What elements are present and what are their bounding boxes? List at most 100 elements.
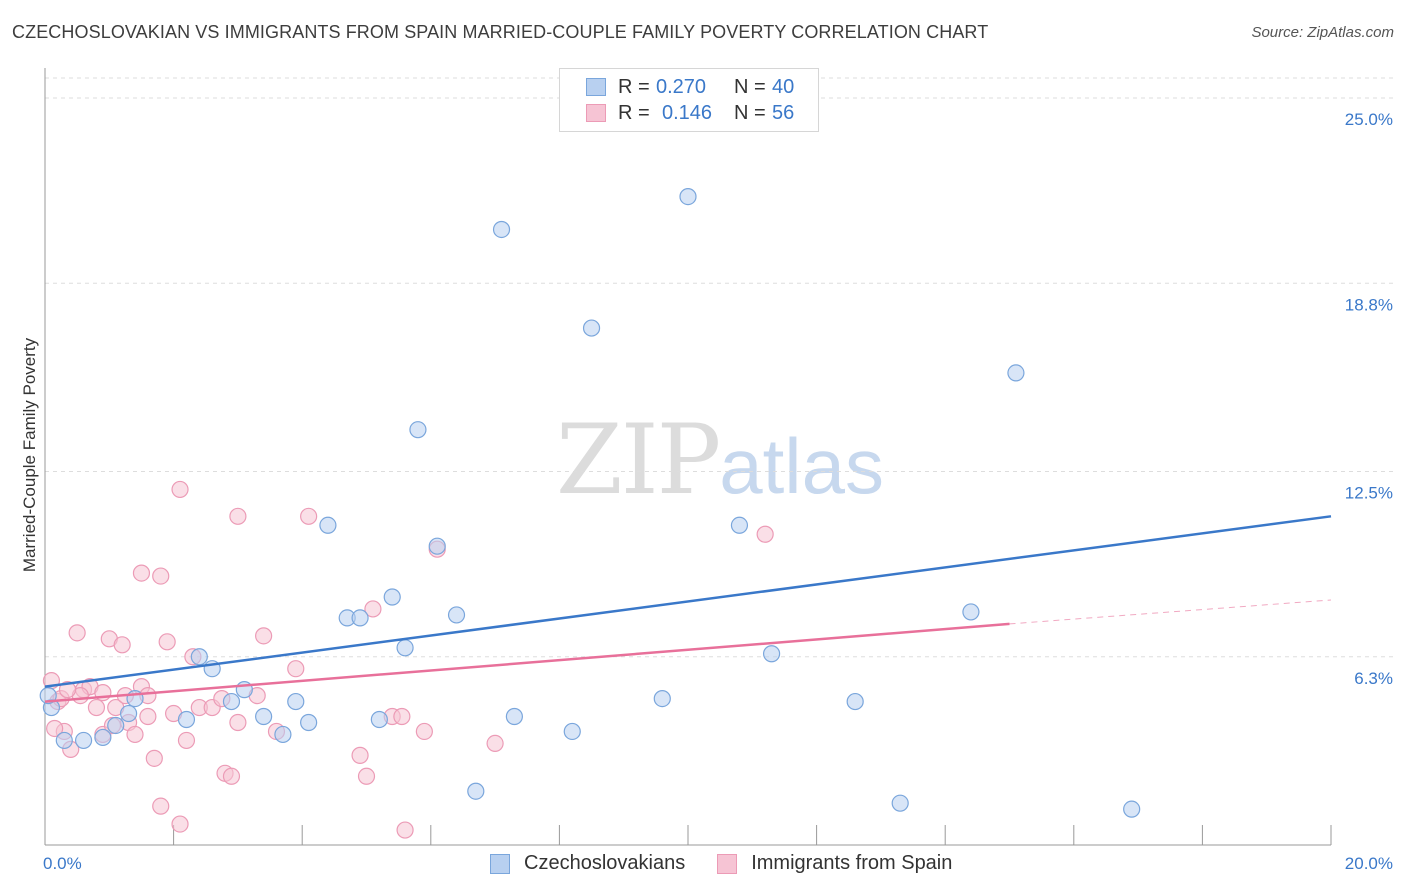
spain-immigrant-point	[145, 749, 163, 767]
czechoslovakian-point	[351, 609, 369, 627]
spain-immigrant-point	[177, 731, 196, 750]
series-legend-czechoslovakians: Czechoslovakians	[490, 852, 685, 875]
watermark: ZIPatlas	[556, 404, 884, 516]
series-legend-immigrants-from-spain: Immigrants from Spain	[717, 852, 952, 875]
spain-immigrant-point	[58, 681, 77, 699]
legend-swatch-pink	[586, 104, 606, 122]
chart-title: CZECHOSLOVAKIAN VS IMMIGRANTS FROM SPAIN…	[12, 22, 989, 42]
czechoslovakian-point	[119, 704, 138, 723]
legend-n-value: 56	[772, 101, 795, 124]
legend-r-value: 0.146	[662, 101, 713, 124]
series-legend: Czechoslovakians Immigrants from Spain	[490, 852, 984, 875]
spain-immigrant-point	[415, 722, 433, 741]
spain-immigrant-point	[158, 633, 176, 651]
spain-immigrant-point	[229, 507, 247, 525]
czechoslovakian-trendline	[44, 515, 1332, 688]
czechoslovakian-point	[39, 686, 57, 705]
spain-immigrant-trendline	[44, 622, 1010, 703]
source-credit: Source: ZipAtlas.com	[1251, 24, 1394, 41]
czechoslovakian-point	[190, 648, 208, 666]
czechoslovakian-point	[300, 713, 318, 732]
spain-immigrant-point	[152, 797, 170, 815]
series-swatch-blue	[490, 853, 510, 874]
series-legend-label: Czechoslovakians	[524, 852, 686, 874]
czechoslovakian-point	[1007, 364, 1025, 382]
watermark-zip: ZIP	[556, 404, 721, 516]
czechoslovakian-point	[762, 645, 781, 663]
czechoslovakian-point	[107, 716, 125, 735]
y-tick-label: 18.8%	[1345, 295, 1393, 314]
legend-r-value: 0.270	[656, 75, 707, 98]
y-tick-label: 25.0%	[1345, 110, 1393, 129]
spain-immigrant-point	[351, 746, 369, 764]
legend-row-immigrants-from-spain: R = 0.146 N = 56	[586, 100, 850, 126]
czechoslovakian-point	[447, 606, 466, 624]
czechoslovakian-point	[846, 692, 864, 711]
czechoslovakian-point	[255, 707, 273, 726]
czechoslovakian-point	[55, 731, 73, 750]
spain-immigrant-point	[255, 627, 273, 645]
spain-immigrant-point	[152, 567, 170, 585]
czechoslovakian-point	[177, 710, 196, 729]
watermark-atlas: atlas	[719, 422, 884, 510]
czechoslovakian-point	[94, 728, 112, 747]
spain-immigrant-point	[396, 821, 414, 839]
czechoslovakian-point	[505, 707, 523, 726]
series-swatch-pink	[717, 853, 738, 874]
czechoslovakian-point	[409, 421, 427, 439]
czechoslovakian-point	[319, 516, 337, 534]
x-tick-label: 20.0%	[1345, 854, 1393, 873]
y-tick-label: 12.5%	[1345, 484, 1393, 503]
legend-row-czechoslovakians: R = 0.270 N = 40	[586, 74, 850, 100]
spain-immigrant-point	[46, 719, 64, 738]
spain-immigrant-point	[222, 767, 241, 785]
czechoslovakian-point	[396, 639, 414, 657]
czechoslovakian-point	[582, 319, 601, 337]
spain-immigrant-point	[87, 698, 106, 717]
series-legend-label: Immigrants from Spain	[751, 852, 953, 874]
spain-immigrant-point	[357, 767, 376, 785]
czechoslovakian-point	[74, 731, 93, 750]
czechoslovakian-point	[274, 725, 292, 744]
czechoslovakian-point	[492, 220, 511, 239]
correlation-legend: R = 0.270 N = 40 R = 0.146 N = 56	[559, 68, 819, 132]
czechoslovakian-point	[287, 692, 305, 711]
spain-immigrant-point	[364, 600, 382, 618]
spain-immigrant-point	[68, 624, 86, 642]
czechoslovakian-point	[962, 603, 980, 621]
spain-immigrant-trendline	[1009, 599, 1332, 625]
y-tick-label: 6.3%	[1354, 669, 1393, 688]
legend-swatch-blue	[586, 78, 606, 96]
legend-n-label: N =	[734, 101, 766, 124]
spain-immigrant-point	[132, 564, 151, 582]
legend-n-label: N =	[734, 75, 766, 98]
spain-immigrant-point	[287, 660, 305, 678]
spain-immigrant-point	[139, 707, 157, 726]
czechoslovakian-point	[467, 782, 485, 800]
spain-immigrant-point	[171, 815, 189, 833]
czechoslovakian-point	[428, 537, 446, 555]
czechoslovakian-point	[383, 588, 401, 606]
spain-immigrant-point	[171, 480, 189, 499]
czechoslovakian-point	[370, 710, 388, 729]
czechoslovakian-point	[563, 722, 581, 741]
spain-immigrant-point	[113, 636, 131, 654]
spain-immigrant-point	[229, 713, 247, 732]
spain-immigrant-point	[126, 725, 144, 744]
spain-immigrant-point	[486, 734, 504, 753]
czechoslovakian-point	[679, 188, 697, 206]
spain-immigrant-point	[756, 525, 774, 543]
czechoslovakian-point	[891, 794, 909, 812]
spain-immigrant-point	[300, 507, 318, 525]
x-tick-label: 0.0%	[43, 854, 82, 873]
czechoslovakian-point	[222, 692, 241, 711]
czechoslovakian-point	[653, 689, 671, 708]
czechoslovakian-point	[1123, 800, 1141, 818]
spain-immigrant-point	[393, 707, 411, 726]
czechoslovakian-point	[730, 516, 749, 534]
legend-n-value: 40	[772, 75, 795, 98]
legend-r-label: R =	[618, 75, 650, 98]
legend-r-label: R =	[618, 101, 650, 124]
y-axis-label: Married-Couple Family Poverty	[20, 337, 39, 573]
